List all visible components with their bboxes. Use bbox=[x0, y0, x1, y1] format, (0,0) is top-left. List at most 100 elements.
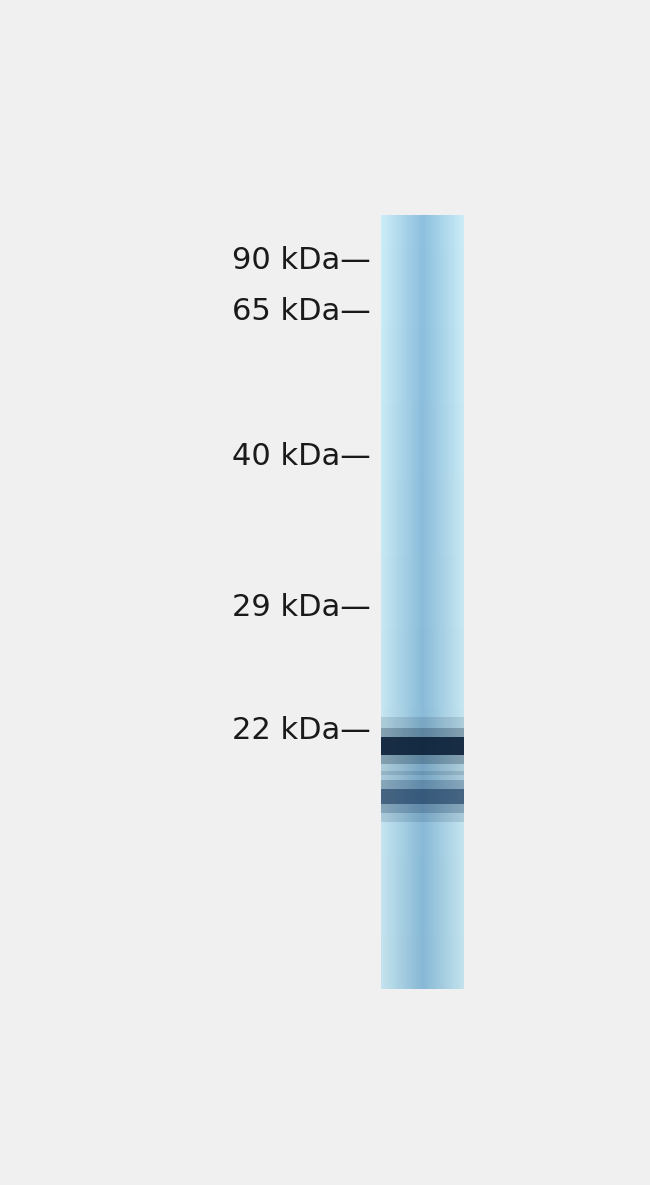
Bar bbox=[381, 962, 464, 966]
Bar bbox=[381, 254, 464, 258]
Bar bbox=[381, 904, 464, 908]
Bar bbox=[381, 664, 464, 668]
Bar bbox=[381, 547, 464, 552]
Bar bbox=[381, 312, 464, 315]
Bar bbox=[381, 617, 464, 621]
Bar bbox=[381, 656, 464, 660]
Bar bbox=[381, 505, 464, 510]
Bar bbox=[381, 595, 464, 598]
Bar bbox=[381, 636, 464, 641]
Bar bbox=[381, 789, 464, 803]
Bar bbox=[381, 571, 464, 575]
Bar bbox=[381, 966, 464, 969]
Bar bbox=[381, 575, 464, 578]
Bar bbox=[381, 583, 464, 587]
Bar bbox=[381, 728, 464, 764]
Bar bbox=[381, 537, 464, 540]
Bar bbox=[381, 351, 464, 354]
Text: 65 kDa—: 65 kDa— bbox=[232, 296, 371, 326]
Bar bbox=[381, 761, 464, 764]
Text: 40 kDa—: 40 kDa— bbox=[232, 442, 371, 472]
Bar bbox=[381, 722, 464, 726]
Bar bbox=[381, 463, 464, 467]
Bar bbox=[381, 633, 464, 636]
Bar bbox=[381, 238, 464, 242]
Bar bbox=[381, 672, 464, 675]
Bar bbox=[381, 927, 464, 931]
Bar bbox=[381, 606, 464, 610]
Bar bbox=[381, 896, 464, 899]
Bar bbox=[381, 908, 464, 911]
Bar bbox=[381, 489, 464, 494]
Bar bbox=[381, 393, 464, 397]
Bar bbox=[381, 366, 464, 370]
Bar bbox=[381, 675, 464, 679]
Bar bbox=[381, 563, 464, 568]
Bar bbox=[381, 486, 464, 489]
Bar bbox=[381, 780, 464, 813]
Bar bbox=[381, 532, 464, 537]
Bar bbox=[381, 235, 464, 238]
Bar bbox=[381, 679, 464, 684]
Bar bbox=[381, 641, 464, 645]
Bar bbox=[381, 737, 464, 755]
Bar bbox=[381, 614, 464, 617]
Bar bbox=[381, 947, 464, 950]
Bar bbox=[381, 517, 464, 521]
Bar bbox=[381, 385, 464, 390]
Bar bbox=[381, 358, 464, 363]
Bar bbox=[381, 300, 464, 305]
Bar bbox=[381, 626, 464, 629]
Bar bbox=[381, 474, 464, 479]
Bar bbox=[381, 315, 464, 320]
Bar bbox=[381, 717, 464, 775]
Bar bbox=[381, 405, 464, 409]
Bar bbox=[381, 853, 464, 858]
Bar bbox=[381, 412, 464, 416]
Bar bbox=[381, 443, 464, 447]
Bar bbox=[381, 792, 464, 795]
Bar bbox=[381, 216, 464, 219]
Bar bbox=[381, 590, 464, 595]
Bar bbox=[381, 668, 464, 672]
Bar bbox=[381, 544, 464, 547]
Bar bbox=[381, 969, 464, 974]
Bar bbox=[381, 923, 464, 927]
Bar bbox=[381, 684, 464, 687]
Bar bbox=[381, 246, 464, 250]
Bar bbox=[381, 284, 464, 289]
Bar bbox=[381, 884, 464, 889]
Bar bbox=[381, 467, 464, 470]
Bar bbox=[381, 354, 464, 358]
Bar bbox=[381, 691, 464, 694]
Bar bbox=[381, 780, 464, 784]
Bar bbox=[381, 568, 464, 571]
Bar bbox=[381, 706, 464, 710]
Bar bbox=[381, 892, 464, 896]
Bar bbox=[381, 416, 464, 421]
Bar bbox=[381, 342, 464, 347]
Bar bbox=[381, 974, 464, 978]
Bar bbox=[381, 521, 464, 525]
Bar bbox=[381, 846, 464, 850]
Bar bbox=[381, 258, 464, 262]
Bar bbox=[381, 428, 464, 431]
Bar bbox=[381, 788, 464, 792]
Bar bbox=[381, 296, 464, 300]
Bar bbox=[381, 737, 464, 742]
Bar bbox=[381, 718, 464, 722]
Bar bbox=[381, 957, 464, 962]
Bar bbox=[381, 687, 464, 691]
Bar bbox=[381, 265, 464, 269]
Bar bbox=[381, 815, 464, 819]
Bar bbox=[381, 556, 464, 559]
Bar bbox=[381, 289, 464, 293]
Bar bbox=[381, 363, 464, 366]
Bar bbox=[381, 931, 464, 935]
Bar bbox=[381, 501, 464, 505]
Bar bbox=[381, 826, 464, 831]
Bar bbox=[381, 807, 464, 811]
Bar bbox=[381, 598, 464, 602]
Bar bbox=[381, 401, 464, 405]
Bar bbox=[381, 703, 464, 706]
